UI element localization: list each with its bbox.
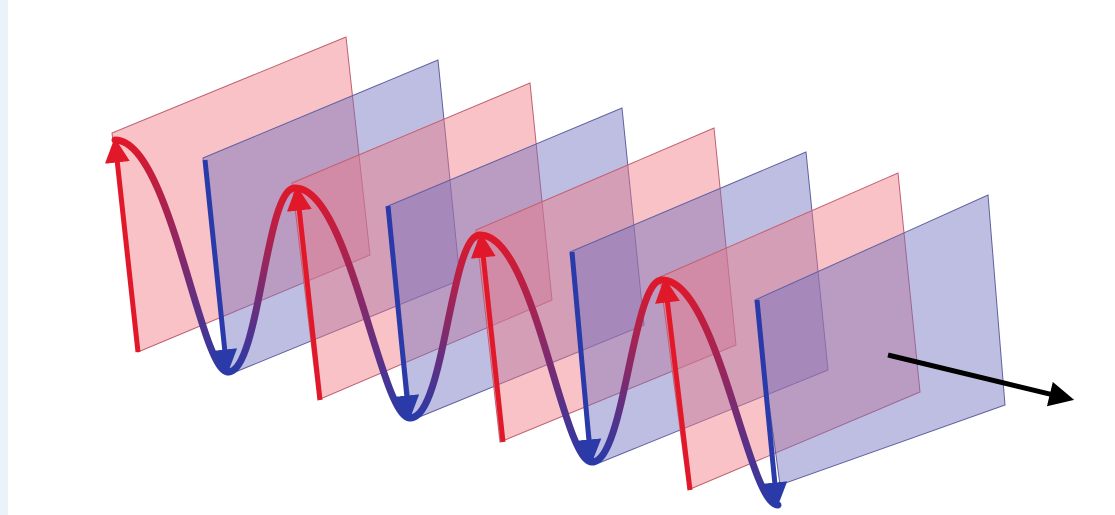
- planes: [112, 37, 1005, 490]
- edge-strip: [0, 0, 8, 515]
